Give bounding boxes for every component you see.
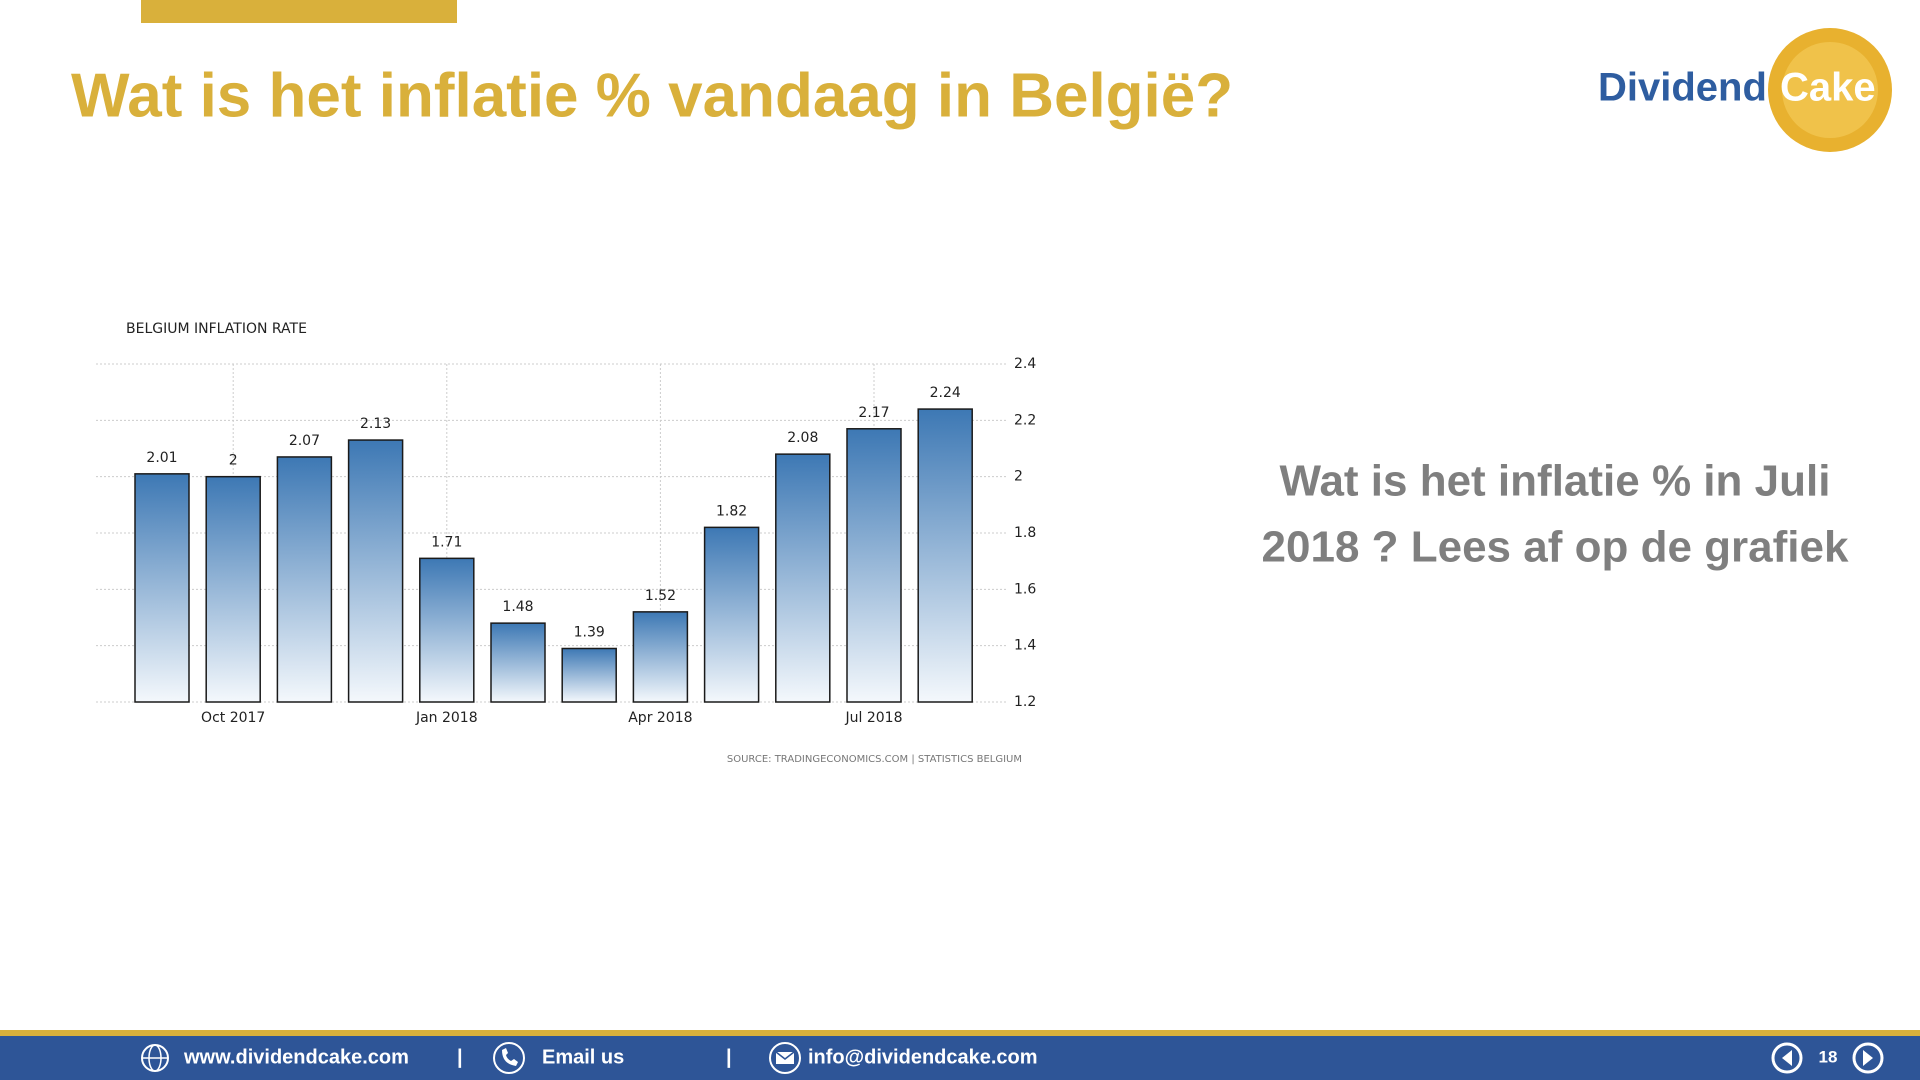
bar: [276, 456, 333, 703]
bar: [490, 622, 546, 703]
value-label: 2.13: [360, 416, 391, 432]
value-label: 2.07: [289, 433, 320, 449]
footer-accent: [0, 1030, 1920, 1036]
bar: [205, 475, 261, 703]
prev-arrow: [1782, 1050, 1792, 1066]
chart-source: SOURCE: TRADINGECONOMICS.COM | STATISTIC…: [727, 754, 1022, 765]
separator: |: [457, 1046, 463, 1068]
bar: [419, 557, 475, 703]
y-tick-label: 1.2: [1014, 694, 1036, 710]
website[interactable]: www.dividendcake.com: [183, 1046, 409, 1068]
value-label: 2.17: [858, 405, 889, 421]
bar: [703, 526, 760, 703]
chart-title: BELGIUM INFLATION RATE: [126, 321, 307, 337]
value-label: 1.82: [716, 503, 747, 519]
phone-icon: [502, 1048, 518, 1066]
x-tick-label: Jul 2018: [845, 710, 903, 726]
chart: BELGIUM INFLATION RATE SOURCE: TRADINGEC…: [96, 321, 1036, 765]
x-tick-label: Oct 2017: [201, 710, 265, 726]
logo-gear-inner: [1782, 42, 1878, 138]
bar: [632, 611, 689, 703]
logo: Dividend Cake: [1598, 28, 1892, 152]
bar: [561, 647, 617, 703]
bar: [134, 473, 190, 703]
footer: www.dividendcake.com | Email us | info@d…: [0, 1030, 1920, 1080]
value-label: 2.08: [787, 430, 818, 446]
slide-title: Wat is het inflatie % vandaag in België?: [71, 61, 1233, 130]
bar: [775, 453, 831, 703]
footer-bar: [0, 1030, 1920, 1080]
y-tick-label: 1.8: [1014, 525, 1036, 541]
bar: [347, 439, 404, 703]
logo-word: Cake: [1780, 66, 1876, 110]
value-label: 1.71: [431, 534, 462, 550]
mail-icon: [775, 1051, 795, 1060]
x-tick-label: Jan 2018: [415, 710, 478, 726]
y-tick-label: 2.2: [1014, 412, 1036, 428]
y-tick-label: 1.4: [1014, 638, 1036, 654]
question-line: 2018 ? Lees af op de grafiek: [1262, 523, 1849, 572]
bar: [846, 428, 902, 703]
question-line: Wat is het inflatie % in Juli: [1280, 457, 1831, 506]
y-tick-label: 2.4: [1014, 356, 1036, 372]
y-tick-label: 2: [1014, 469, 1023, 485]
value-label: 1.39: [574, 624, 605, 640]
value-label: 1.48: [502, 599, 533, 615]
email-address[interactable]: info@dividendcake.com: [808, 1046, 1038, 1068]
y-tick-label: 1.6: [1014, 581, 1036, 597]
page-number: 18: [1819, 1047, 1838, 1066]
separator: |: [726, 1046, 732, 1068]
value-label: 2.01: [146, 450, 177, 466]
value-label: 2: [229, 453, 238, 469]
top-accent: [141, 0, 457, 23]
value-label: 2.24: [930, 385, 961, 401]
value-label: 1.52: [645, 588, 676, 604]
x-tick-label: Apr 2018: [628, 710, 692, 726]
email-link[interactable]: Email us: [542, 1046, 624, 1068]
logo-word: Dividend: [1598, 66, 1767, 110]
prev-button[interactable]: [1771, 1042, 1803, 1074]
next-arrow: [1863, 1050, 1873, 1066]
next-button[interactable]: [1852, 1042, 1884, 1074]
bar: [917, 408, 973, 703]
phone-icon: [493, 1042, 525, 1074]
mail-icon: [769, 1042, 801, 1074]
